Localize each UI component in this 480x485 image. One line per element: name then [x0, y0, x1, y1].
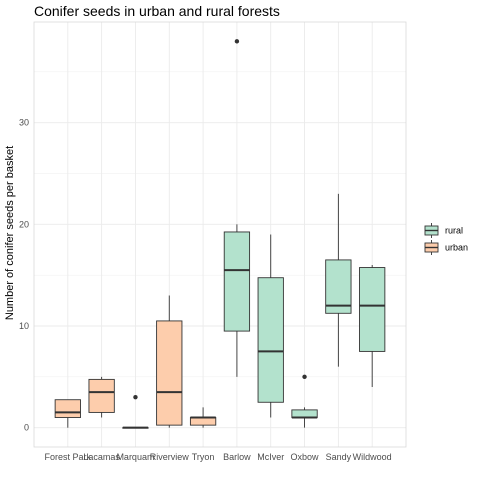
y-tick-label: 20: [19, 219, 29, 229]
box-iqr: [257, 277, 284, 403]
y-tick-label: 0: [24, 423, 29, 433]
box-iqr: [359, 267, 386, 352]
box-iqr: [189, 417, 217, 426]
x-tick-label: Riverview: [150, 452, 190, 462]
plot-panel: [34, 22, 406, 447]
y-tick-label: 10: [19, 321, 29, 331]
legend-label: urban: [445, 243, 468, 253]
box-wildwood: [359, 265, 386, 388]
box-iqr: [54, 399, 81, 418]
x-tick-label: Wildwood: [353, 452, 392, 462]
box-iqr: [291, 409, 318, 418]
box-lacamas: [88, 376, 115, 418]
x-tick-label: Oxbow: [291, 452, 320, 462]
box-tryon: [189, 407, 217, 428]
box-iqr: [325, 259, 352, 314]
box-forest-park: [54, 399, 81, 428]
box-oxbow: [291, 374, 318, 428]
outlier-point: [234, 39, 240, 44]
legend-item-urban: urban: [424, 240, 468, 255]
x-tick-label: Marquam: [116, 452, 154, 462]
x-tick-label: Tryon: [192, 452, 215, 462]
y-tick-label: 30: [19, 118, 29, 128]
chart-title: Conifer seeds in urban and rural forests: [34, 3, 280, 19]
box-barlow: [223, 39, 251, 377]
box-iqr: [156, 320, 183, 426]
x-tick-label: McIver: [257, 452, 284, 462]
legend-label: rural: [445, 226, 463, 236]
x-tick-label: Forest Park: [45, 452, 92, 462]
box-iqr: [88, 378, 115, 413]
box-mciver: [257, 234, 284, 418]
x-tick-label: Sandy: [326, 452, 352, 462]
panel-background: [34, 22, 406, 447]
y-axis-title: Number of conifer seeds per basket: [4, 146, 16, 320]
panel-border: [33, 21, 407, 448]
box-riverview: [156, 295, 183, 428]
legend: rural urban: [424, 223, 468, 255]
x-tick-label: Barlow: [223, 452, 251, 462]
box-sandy: [325, 193, 352, 367]
y-axis-ticks: 0 10 20 30: [19, 118, 29, 433]
outlier-point: [133, 394, 138, 400]
outlier-point: [302, 374, 307, 380]
box-marquam: [122, 394, 149, 429]
legend-item-rural: rural: [424, 223, 463, 238]
x-tick-label: Lacamas: [83, 452, 120, 462]
box-iqr: [223, 231, 251, 332]
box-layer: [54, 39, 386, 429]
